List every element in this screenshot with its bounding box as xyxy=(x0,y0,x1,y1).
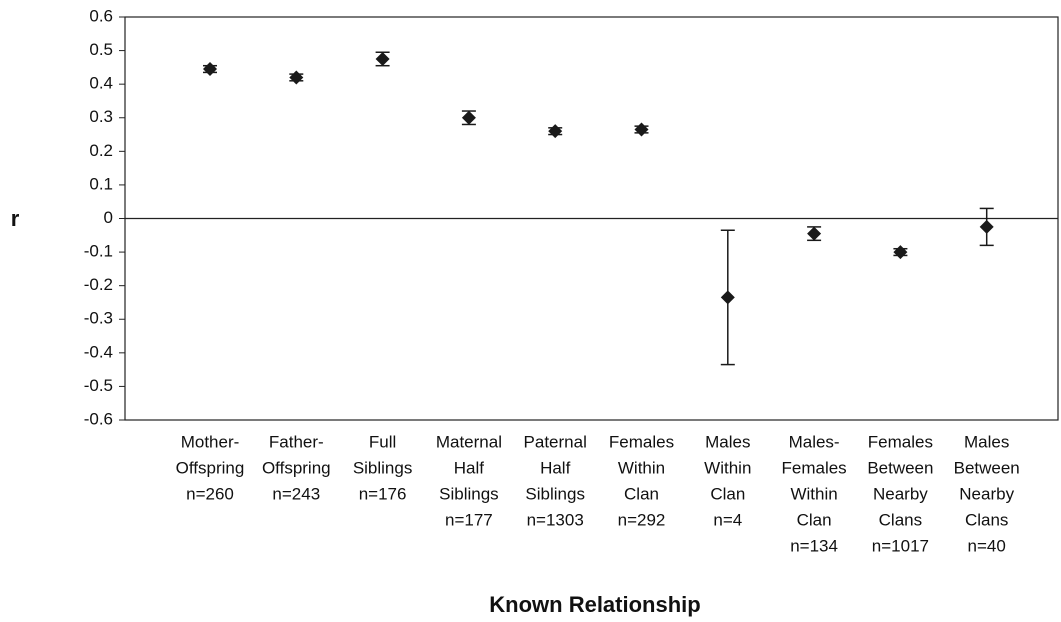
x-tick-label: Clans xyxy=(965,510,1008,529)
x-tick-label: Siblings xyxy=(439,484,499,503)
marker xyxy=(548,124,563,139)
x-tick-label: n=177 xyxy=(445,510,493,529)
y-axis-title: r xyxy=(11,206,20,231)
y-tick-label: 0.4 xyxy=(89,74,113,93)
x-tick-label: n=243 xyxy=(272,484,320,503)
x-tick-label: Offspring xyxy=(176,458,245,477)
x-tick-label: Within xyxy=(790,484,837,503)
x-tick-label: Clans xyxy=(879,510,922,529)
x-tick-label: Maternal xyxy=(436,432,502,451)
y-tick-label: -0.4 xyxy=(84,342,113,361)
x-tick-label: Males- xyxy=(789,432,840,451)
x-tick-label: Mother- xyxy=(181,432,240,451)
x-tick-label: Half xyxy=(540,458,571,477)
x-tick-label: Males xyxy=(705,432,750,451)
x-tick-label: Nearby xyxy=(873,484,928,503)
marker xyxy=(289,70,304,85)
x-tick-label: Father- xyxy=(269,432,324,451)
x-tick-label: Within xyxy=(704,458,751,477)
x-tick-label: Siblings xyxy=(353,458,413,477)
y-tick-label: -0.5 xyxy=(84,376,113,395)
x-tick-label: Females xyxy=(609,432,674,451)
x-tick-label: Females xyxy=(782,458,847,477)
y-tick-label: 0 xyxy=(104,208,113,227)
x-tick-label: Half xyxy=(454,458,485,477)
y-tick-label: -0.1 xyxy=(84,242,113,261)
x-tick-label: Full xyxy=(369,432,396,451)
x-tick-label: Between xyxy=(867,458,933,477)
x-tick-label: n=260 xyxy=(186,484,234,503)
marker xyxy=(461,110,476,125)
x-tick-label: Paternal xyxy=(524,432,587,451)
marker xyxy=(893,245,908,260)
y-tick-label: 0.1 xyxy=(89,174,113,193)
marker xyxy=(203,62,217,77)
marker xyxy=(979,219,994,234)
x-tick-label: Females xyxy=(868,432,933,451)
x-tick-label: Siblings xyxy=(525,484,585,503)
y-tick-label: -0.2 xyxy=(84,275,113,294)
x-tick-label: Nearby xyxy=(959,484,1014,503)
y-tick-label: 0.3 xyxy=(89,107,113,126)
y-tick-label: -0.6 xyxy=(84,409,113,428)
x-tick-label: Males xyxy=(964,432,1009,451)
y-tick-label: 0.2 xyxy=(89,141,113,160)
marker xyxy=(807,226,822,241)
marker xyxy=(375,51,390,66)
x-tick-label: n=4 xyxy=(713,510,742,529)
x-tick-label: Clan xyxy=(797,510,832,529)
x-tick-label: Within xyxy=(618,458,665,477)
x-tick-label: n=292 xyxy=(618,510,666,529)
x-tick-label: n=40 xyxy=(968,536,1006,555)
y-tick-label: 0.5 xyxy=(89,40,113,59)
x-tick-label: n=176 xyxy=(359,484,407,503)
y-tick-label: 0.6 xyxy=(89,6,113,25)
marker xyxy=(634,122,649,137)
x-tick-label: n=134 xyxy=(790,536,838,555)
x-tick-label: n=1303 xyxy=(527,510,584,529)
x-tick-label: Between xyxy=(954,458,1020,477)
y-tick-label: -0.3 xyxy=(84,309,113,328)
x-tick-label: Clan xyxy=(710,484,745,503)
x-axis-title: Known Relationship xyxy=(489,592,700,617)
x-tick-label: Clan xyxy=(624,484,659,503)
marker xyxy=(720,290,735,305)
x-tick-label: n=1017 xyxy=(872,536,929,555)
x-tick-label: Offspring xyxy=(262,458,331,477)
